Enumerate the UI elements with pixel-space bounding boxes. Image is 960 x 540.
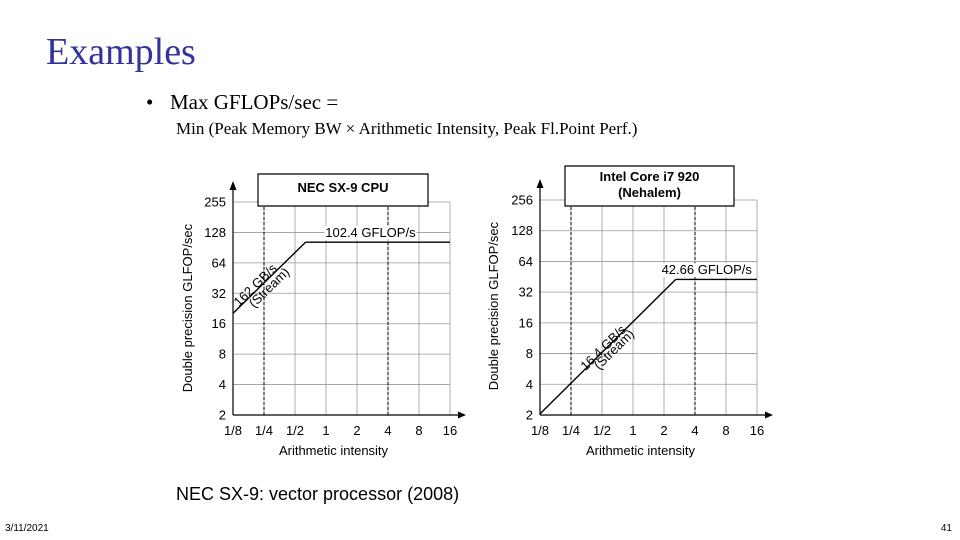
bullet-item: • Max GFLOPs/sec =	[146, 90, 338, 115]
chart2-x-tick-label: 1/8	[531, 423, 549, 438]
bullet-dot: •	[146, 90, 154, 114]
chart1-x-axis-arrow	[458, 411, 466, 419]
chart2-y-tick-label: 128	[511, 223, 533, 238]
chart1-y-tick-label: 32	[212, 286, 226, 301]
chart1-x-tick-label: 2	[353, 423, 360, 438]
chart2-x-axis-arrow	[765, 411, 773, 419]
footer-date: 3/11/2021	[5, 523, 49, 534]
chart2-x-tick-label: 1/2	[593, 423, 611, 438]
bullet-text: Max GFLOPs/sec =	[170, 90, 339, 114]
chart2-x-tick-label: 2	[660, 423, 667, 438]
chart2-y-axis-label: Double precision GLFOP/sec	[486, 221, 501, 390]
chart1-y-axis-arrow	[229, 181, 237, 190]
chart2-y-tick-label: 256	[511, 193, 533, 208]
chart1-x-tick-label: 8	[415, 423, 422, 438]
chart1-y-tick-label: 4	[219, 377, 226, 392]
chart2-bandwidth-roof	[539, 278, 677, 415]
chart1-y-tick-label: 128	[204, 225, 226, 240]
chart2-x-tick-label: 8	[722, 423, 729, 438]
chart1-title-line: NEC SX-9 CPU	[297, 180, 388, 195]
chart2-x-tick-label: 4	[691, 423, 698, 438]
chart2-x-tick-label: 16	[750, 423, 764, 438]
chart2-title-line: (Nehalem)	[618, 185, 681, 200]
chart1-x-axis-label: Arithmetic intensity	[279, 443, 389, 458]
chart1-peak-flops-label: 102.4 GFLOP/s	[325, 225, 416, 240]
chart1-y-axis-label: Double precision GLFOP/sec	[180, 223, 195, 392]
chart2-title-box	[564, 165, 735, 207]
chart1-y-tick-label: 16	[212, 316, 226, 331]
chart2-y-axis-arrow	[536, 179, 544, 188]
chart1-title-box	[257, 173, 429, 207]
chart1-x-tick-label: 16	[443, 423, 457, 438]
caption-text: NEC SX-9: vector processor (2008)	[176, 484, 460, 504]
chart2-y-tick-label: 64	[519, 254, 533, 269]
chart1-y-tick-label: 2	[219, 408, 226, 423]
chart2-y-tick-label: 8	[526, 346, 533, 361]
page-number: 41	[940, 523, 952, 534]
chart2-x-tick-label: 1/4	[562, 423, 580, 438]
formula-text: Min (Peak Memory BW × Arithmetic Intensi…	[176, 119, 638, 138]
chart2-y-tick-label: 2	[526, 408, 533, 423]
chart2-title-line: Intel Core i7 920	[600, 169, 700, 184]
chart2-x-tick-label: 1	[629, 423, 636, 438]
chart2-peak-flops-label: 42.66 GFLOP/s	[662, 262, 753, 277]
chart2-y-tick-label: 4	[526, 377, 533, 392]
chart1-x-tick-label: 1/4	[255, 423, 273, 438]
chart2-peak-label-bg	[660, 263, 753, 278]
chart2-y-tick-label: 16	[519, 315, 533, 330]
chart2-y-tick-label: 32	[519, 285, 533, 300]
chart1-y-tick-label: 64	[212, 255, 226, 270]
chart1-x-tick-label: 1/8	[224, 423, 242, 438]
chart1-x-tick-label: 1	[322, 423, 329, 438]
chart1-bandwidth-roof	[232, 241, 307, 314]
chart1-x-tick-label: 1/2	[286, 423, 304, 438]
chart1-x-tick-label: 4	[384, 423, 391, 438]
chart1-y-tick-label: 8	[219, 347, 226, 362]
slide-title: Examples	[46, 31, 196, 73]
chart1-peak-label-bg	[324, 225, 417, 240]
chart1-y-tick-label: 255	[204, 195, 226, 210]
chart2-x-axis-label: Arithmetic intensity	[586, 443, 696, 458]
